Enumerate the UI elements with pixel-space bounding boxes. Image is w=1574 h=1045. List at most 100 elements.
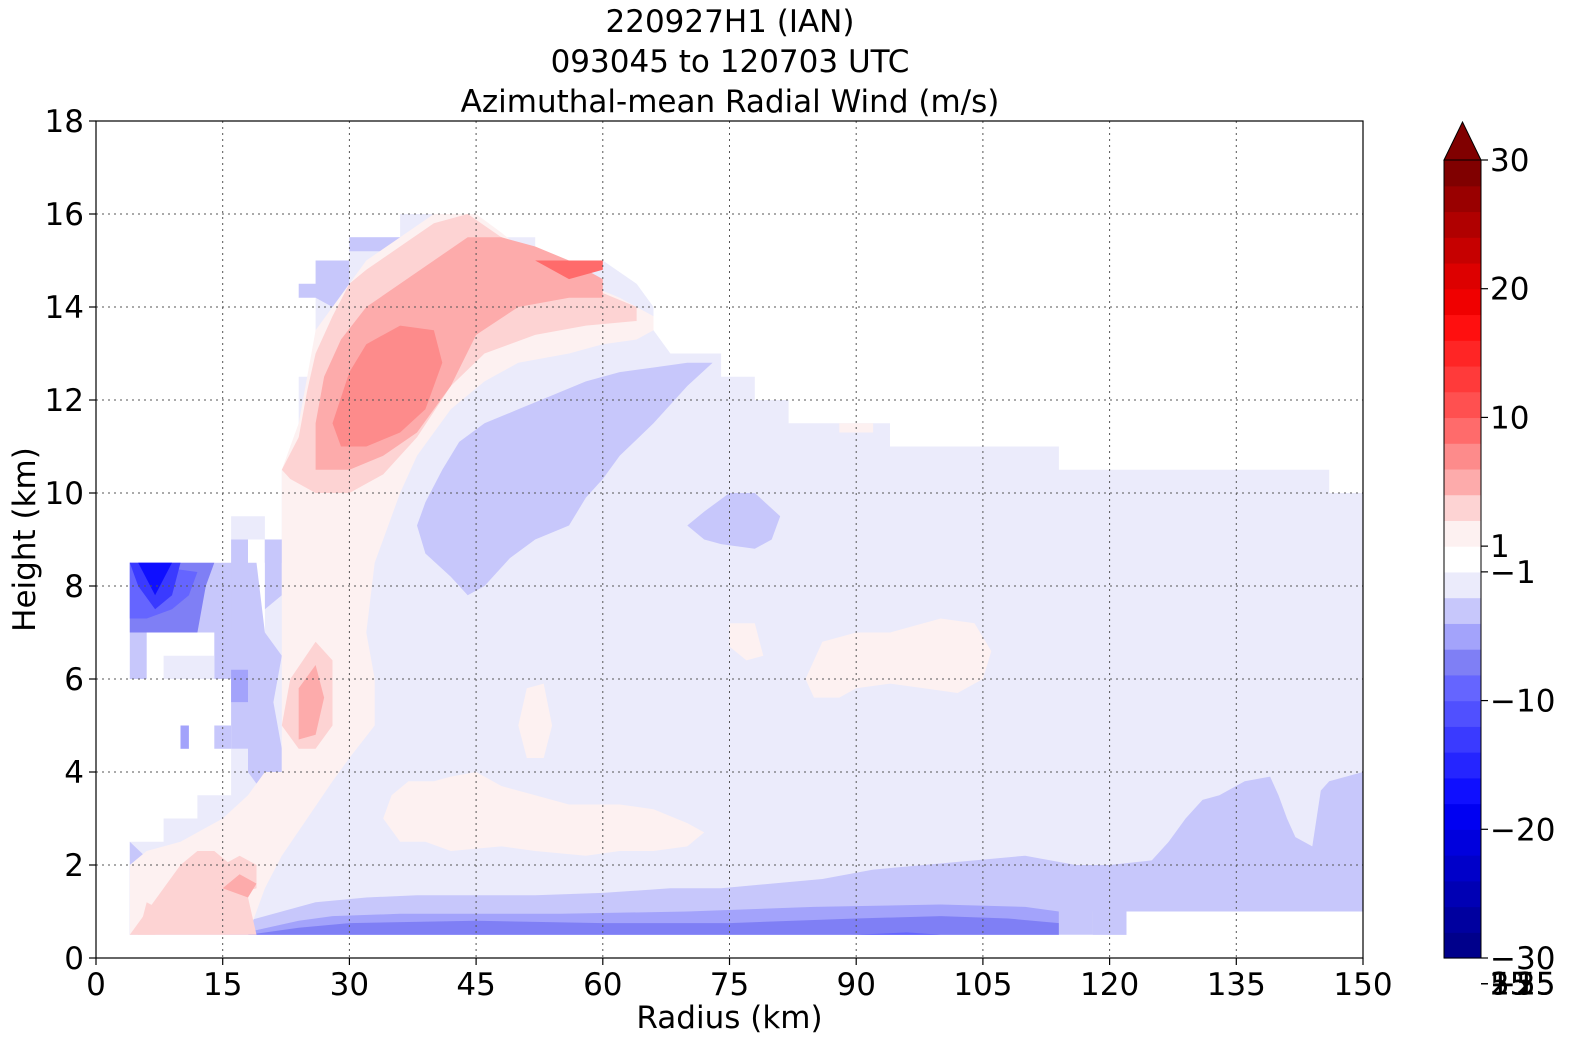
colorbar-band-19 [1444, 443, 1481, 470]
colorbar-band-20 [1444, 417, 1481, 444]
contour-region-40 [687, 493, 781, 549]
x-tick-label-1: 15 [203, 967, 242, 1003]
colorbar-band-12 [1444, 623, 1481, 650]
colorbar-band-23 [1444, 340, 1481, 367]
y-tick-label-5: 10 [45, 476, 84, 512]
x-tick-label-6: 90 [836, 967, 875, 1003]
colorbar-tick-label-10: 15 [1490, 967, 1529, 1003]
contour-region-11 [231, 702, 248, 749]
contour-region-35 [383, 772, 705, 856]
colorbar-band-13 [1444, 597, 1481, 624]
contour-region-36 [518, 683, 553, 758]
contour-region-13 [264, 539, 282, 563]
x-tick-label-4: 60 [583, 967, 622, 1003]
y-tick-label-2: 4 [64, 755, 84, 791]
colorbar-tick-label-1: −25 [1490, 967, 1555, 1003]
colorbar-band-27 [1444, 237, 1481, 264]
y-tick-label-6: 12 [45, 383, 84, 419]
x-tick-label-10: 150 [1333, 967, 1392, 1003]
colorbar-extend-arrow [1443, 120, 1482, 161]
colorbar-band-2 [1444, 880, 1481, 908]
contour-region-39 [417, 362, 713, 596]
x-tick-label-2: 30 [330, 967, 369, 1003]
colorbar-tick-label-5: −5 [1490, 967, 1536, 1003]
colorbar-tick-label-2: −20 [1490, 812, 1555, 848]
y-tick-label-3: 6 [64, 662, 84, 698]
colorbar-tick-label-6: −1 [1490, 555, 1536, 591]
contour-region-37 [729, 623, 764, 661]
y-tick-label-0: 0 [64, 941, 84, 977]
colorbar-band-22 [1444, 365, 1481, 393]
colorbar-band-30 [1444, 160, 1481, 187]
colorbar-band-18 [1444, 468, 1481, 496]
colorbar-band-10 [1444, 674, 1481, 702]
contour-region-21 [231, 516, 265, 540]
y-axis-label: Height (km) [7, 447, 43, 632]
colorbar-band-26 [1444, 262, 1481, 290]
colorbar-band-4 [1444, 829, 1481, 856]
y-tick-label-7: 14 [45, 290, 84, 326]
colorbar-band-24 [1444, 314, 1481, 341]
colorbar-band-29 [1444, 185, 1481, 213]
colorbar-band-3 [1444, 855, 1481, 882]
colorbar-tick-label-11: 20 [1490, 272, 1529, 308]
x-tick-label-7: 105 [953, 967, 1012, 1003]
contour-region-17 [138, 562, 172, 596]
colorbar-band-0 [1444, 932, 1481, 959]
y-tick-label-4: 8 [64, 569, 84, 605]
colorbar-tick-label-3: −15 [1490, 967, 1555, 1003]
colorbar-frame [1443, 159, 1482, 959]
colorbar-band-14 [1444, 571, 1481, 599]
contour-region-27 [222, 874, 257, 898]
colorbar-band-25 [1444, 288, 1481, 316]
colorbar-band-8 [1444, 726, 1481, 753]
colorbar-band-5 [1444, 803, 1481, 830]
contour-region-28 [138, 902, 164, 935]
colorbar-tick-label-0: −30 [1490, 941, 1555, 977]
colorbar-band-6 [1444, 777, 1481, 805]
colorbar-band-21 [1444, 391, 1481, 419]
x-tick-label-5: 75 [710, 967, 749, 1003]
chart-title-line-1: 220927H1 (IAN) [605, 4, 855, 40]
colorbar-band-1 [1444, 906, 1481, 933]
colorbar-tick-label-7: 1 [1490, 529, 1510, 565]
colorbar-tick-label-12: 25 [1490, 967, 1529, 1003]
x-tick-label-8: 120 [1080, 967, 1139, 1003]
contour-region-34 [535, 260, 603, 280]
y-tick-label-1: 2 [64, 848, 84, 884]
contour-region-20 [163, 655, 215, 679]
x-tick-label-3: 45 [456, 967, 495, 1003]
y-tick-label-9: 18 [45, 104, 84, 140]
contour-region-1 [129, 772, 1363, 935]
colorbar-band-17 [1444, 494, 1481, 521]
contour-region-10 [231, 539, 248, 633]
colorbar-tick-label-8: 5 [1490, 967, 1510, 1003]
contour-region-23 [298, 260, 350, 307]
contour-region-33 [332, 325, 443, 447]
contour-region-19 [231, 669, 248, 703]
contour-region-12 [264, 539, 282, 679]
chart-title-line-3: Azimuthal-mean Radial Wind (m/s) [460, 84, 1000, 120]
colorbar-band-7 [1444, 752, 1481, 779]
colorbar-band-16 [1444, 520, 1481, 547]
contour-region-18 [180, 725, 189, 749]
colorbar-tick-label-13: 30 [1490, 143, 1529, 179]
x-axis-label: Radius (km) [636, 1000, 822, 1036]
contour-region-4 [856, 932, 941, 935]
x-axis: 0 15 30 45 60 75 90 105 120 135 150 [86, 958, 1393, 1003]
colorbar-tick-label-4: −10 [1490, 684, 1555, 720]
colorbar-tick-label-9: 10 [1490, 400, 1529, 436]
chart-title-line-2: 093045 to 120703 UTC [550, 44, 910, 80]
y-tick-label-8: 16 [45, 197, 84, 233]
plot-area [129, 214, 1363, 935]
colorbar-band-15 [1444, 546, 1481, 573]
contour-region-30 [298, 665, 325, 740]
colorbar-band-9 [1444, 700, 1481, 727]
contour-region-38 [805, 618, 992, 698]
colorbar-band-11 [1444, 649, 1481, 676]
contour-region-6 [1092, 911, 1127, 935]
y-axis: 0 2 4 6 8 10 12 14 16 18 [45, 104, 96, 977]
